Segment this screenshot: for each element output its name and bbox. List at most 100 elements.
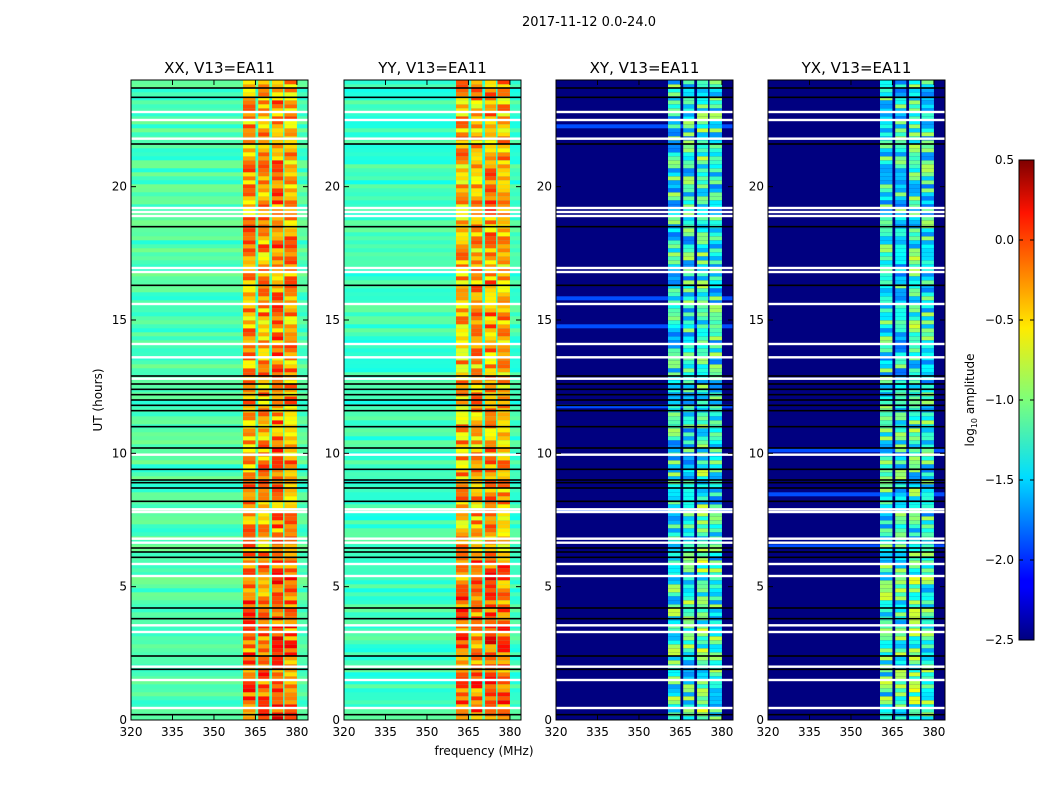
heatmap-band-cell <box>709 556 722 561</box>
heatmap-band-cell <box>909 132 921 137</box>
heatmap-band-cell <box>243 264 256 269</box>
heatmap-row <box>556 584 733 589</box>
heatmap-row <box>131 700 308 705</box>
heatmap-band-cell <box>485 688 497 693</box>
heatmap-band-cell <box>909 492 921 497</box>
heatmap-band-cell <box>485 436 497 441</box>
flagged-row-white <box>556 377 733 380</box>
heatmap-band-cell <box>284 184 297 189</box>
heatmap-band-cell <box>243 116 256 121</box>
heatmap-band-cell <box>243 612 256 617</box>
heatmap-band-cell <box>243 648 256 653</box>
heatmap-band-cell <box>471 164 483 169</box>
heatmap-band-cell <box>909 444 921 449</box>
heatmap-row <box>768 656 945 661</box>
heatmap-row <box>768 124 945 129</box>
heatmap-band-cell <box>895 148 907 153</box>
heatmap-band-cell <box>668 572 681 577</box>
panel-title: XX, V13=EA11 <box>164 59 275 77</box>
heatmap-band-cell <box>485 352 497 357</box>
flagged-row-black <box>556 468 733 471</box>
heatmap-band-cell <box>921 320 934 325</box>
heatmap-band-cell <box>895 600 907 605</box>
heatmap-band-cell <box>485 120 497 125</box>
y-tick-label: 5 <box>756 580 764 594</box>
heatmap-band-cell <box>683 428 695 433</box>
heatmap-band-cell <box>921 632 934 637</box>
heatmap-band-cell <box>485 216 497 221</box>
heatmap-row <box>344 100 521 105</box>
heatmap-band-cell <box>471 484 483 489</box>
heatmap-band-cell <box>895 380 907 385</box>
heatmap-band-cell <box>497 436 510 441</box>
heatmap-band-cell <box>497 232 510 237</box>
heatmap-band-cell <box>471 192 483 197</box>
heatmap-row <box>344 396 521 401</box>
heatmap-row <box>768 196 945 201</box>
flagged-row-black <box>768 388 945 391</box>
heatmap-band-cell <box>471 660 483 665</box>
heatmap-band-cell <box>272 652 284 657</box>
heatmap-band-cell <box>709 200 722 205</box>
heatmap-band-cell <box>709 400 722 405</box>
heatmap-band-cell <box>895 432 907 437</box>
flagged-row-white <box>344 630 521 634</box>
heatmap-row <box>131 572 308 577</box>
axes-frame <box>343 79 522 721</box>
heatmap-band-cell <box>456 292 469 297</box>
heatmap-row <box>131 324 308 329</box>
heatmap-band-cell <box>272 284 284 289</box>
heatmap-row <box>556 400 733 405</box>
heatmap-band-cell <box>709 472 722 477</box>
heatmap-band-cell <box>668 108 681 113</box>
flagged-row-black <box>556 225 733 228</box>
heatmap-row <box>768 396 945 401</box>
heatmap-band-cell <box>683 328 695 333</box>
heatmap-band-cell <box>697 92 709 97</box>
heatmap-band-cell <box>456 364 469 369</box>
heatmap-band-cell <box>668 696 681 701</box>
heatmap-band-cell <box>243 156 256 161</box>
heatmap-band-cell <box>921 652 934 657</box>
heatmap-band-cell <box>683 460 695 465</box>
flagged-row-white <box>768 110 945 114</box>
heatmap-band-cell <box>697 516 709 521</box>
y-tick-label: 10 <box>112 446 127 460</box>
heatmap-band-cell <box>471 472 483 477</box>
heatmap-band-cell <box>697 160 709 165</box>
heatmap-band-cell <box>683 320 695 325</box>
heatmap-row <box>344 420 521 425</box>
heatmap-band-cell <box>485 564 497 569</box>
heatmap-row <box>768 304 945 309</box>
heatmap-row <box>344 124 521 129</box>
heatmap-band-cell <box>471 692 483 697</box>
heatmap-row <box>131 300 308 305</box>
heatmap-band-cell <box>668 444 681 449</box>
heatmap-band-cell <box>895 332 907 337</box>
heatmap-band-cell <box>668 644 681 649</box>
heatmap-band-cell <box>243 568 256 573</box>
heatmap-band-cell <box>921 608 934 613</box>
heatmap-row <box>556 252 733 257</box>
heatmap-band-cell <box>497 504 510 509</box>
heatmap-band-cell <box>668 512 681 517</box>
heatmap-band-cell <box>258 668 270 673</box>
heatmap-row <box>344 128 521 133</box>
heatmap-row <box>344 640 521 645</box>
heatmap-band-cell <box>921 572 934 577</box>
flagged-row-white <box>768 377 945 380</box>
flagged-row-white <box>768 266 945 270</box>
heatmap-band-cell <box>909 172 921 177</box>
heatmap-band-cell <box>709 612 722 617</box>
heatmap-band-cell <box>497 260 510 265</box>
heatmap-band-cell <box>272 204 284 209</box>
heatmap-band-cell <box>284 124 297 129</box>
heatmap-band-cell <box>456 228 469 233</box>
flagged-row-white <box>131 110 308 114</box>
heatmap-band-cell <box>243 332 256 337</box>
heatmap-row <box>556 324 733 329</box>
heatmap-band-cell <box>485 548 497 553</box>
heatmap-row <box>556 576 733 581</box>
heatmap-band-cell <box>921 600 934 605</box>
heatmap-band-cell <box>485 276 497 281</box>
